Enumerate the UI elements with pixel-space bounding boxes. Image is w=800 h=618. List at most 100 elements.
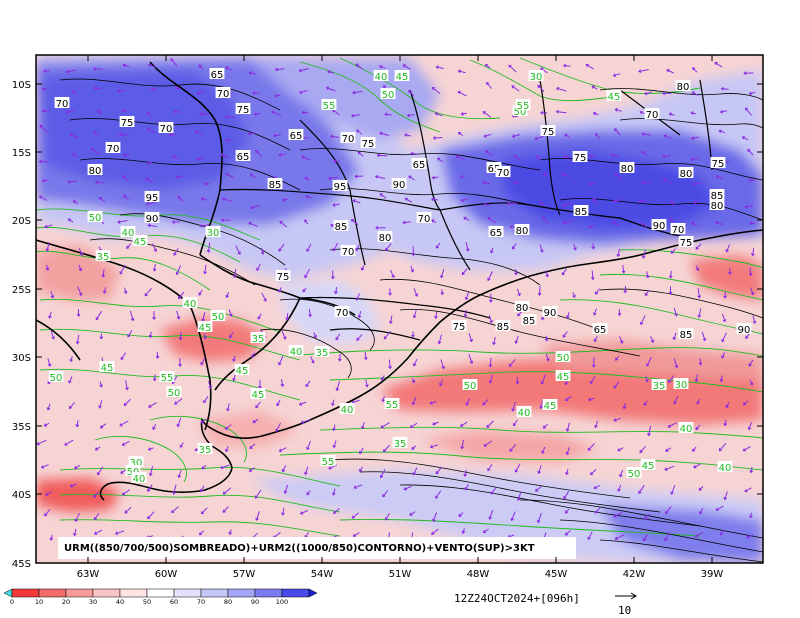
wind-vector: [412, 358, 418, 367]
wind-vector: [337, 353, 342, 362]
wind-vector: [389, 269, 395, 279]
wind-vector: [639, 445, 646, 454]
wind-vector: [460, 112, 467, 116]
wind-vector: [750, 287, 755, 296]
wind-vector: [694, 531, 704, 538]
wind-vector: [97, 466, 104, 476]
wind-vector: [361, 422, 365, 430]
wind-vector: [147, 511, 155, 520]
x-tick-label: 57W: [233, 569, 256, 580]
contour-label-bg: [339, 403, 355, 414]
wind-vector: [114, 530, 125, 535]
wind-vector: [488, 374, 493, 384]
wind-vector: [614, 108, 622, 112]
wind-vector: [748, 359, 754, 367]
wind-vector: [352, 532, 360, 537]
wind-vector: [48, 311, 52, 319]
wind-vector: [406, 113, 415, 118]
contour-label-bg: [87, 164, 103, 175]
wind-vector: [402, 220, 411, 225]
wind-vector: [375, 226, 386, 230]
contour-label-bg: [105, 142, 121, 153]
contour-label-bg: [626, 467, 642, 478]
green-contour-label: 50: [464, 381, 477, 392]
contour-label-bg: [267, 178, 283, 189]
wind-vector: [663, 134, 672, 139]
colorbar-swatch: [227, 588, 256, 598]
green-contour-label: 40: [122, 228, 135, 239]
colorbar-swatch: [119, 588, 148, 598]
black-contour-label: 80: [621, 164, 634, 175]
wind-vector: [102, 287, 107, 294]
contour-label-bg: [159, 371, 175, 382]
black-contours: [59, 78, 763, 563]
wind-vector: [36, 439, 47, 446]
colorbar-high-arrow: [308, 588, 318, 598]
wind-vector: [73, 464, 81, 470]
wind-vector: [665, 447, 672, 452]
wind-vector: [388, 359, 392, 370]
black-contour-label: 80: [379, 233, 392, 244]
state-borders: [219, 79, 713, 341]
contour-label-bg: [675, 80, 691, 91]
wind-vector: [354, 174, 364, 179]
x-tick-labels: 63W 60W 57W 54W 51W 48W 45W 42W 39W: [77, 569, 724, 580]
wind-vector: [174, 398, 183, 405]
wind-vector: [468, 333, 473, 343]
wind-vector: [718, 442, 727, 452]
black-contour-label: 65: [490, 228, 503, 239]
colorbar-swatch: [146, 588, 175, 598]
contour-label-bg: [209, 68, 225, 79]
contour-label-bg: [606, 90, 622, 101]
wind-vector: [174, 86, 182, 90]
wind-vector: [536, 155, 541, 161]
contour-label-bg: [158, 122, 174, 133]
wind-vector: [232, 374, 236, 382]
wind-vector: [120, 469, 127, 474]
wind-vector: [173, 248, 179, 256]
wind-vector: [508, 359, 516, 367]
wind-vector: [123, 287, 128, 295]
wind-vector: [429, 444, 439, 449]
wind-vector: [572, 292, 576, 298]
wind-vector: [511, 401, 516, 412]
wind-vector: [545, 270, 549, 278]
wind-vector: [335, 333, 341, 341]
wind-vector: [746, 534, 754, 539]
wind-vector: [280, 379, 285, 388]
contour-label-bg: [166, 386, 182, 397]
black-contour-label: 90: [544, 308, 557, 319]
wind-vector: [44, 509, 51, 517]
wind-vector: [510, 511, 516, 522]
wind-vector: [385, 243, 392, 251]
wind-vector: [148, 402, 157, 408]
wind-vector: [248, 221, 259, 228]
wind-vector: [645, 271, 650, 279]
wind-vector: [403, 485, 412, 491]
wind-vector: [146, 201, 156, 206]
wind-vector: [39, 124, 48, 133]
wind-vector: [224, 424, 232, 430]
wind-vector: [457, 69, 466, 74]
black-contour-label: 95: [146, 193, 159, 204]
wind-vector: [350, 219, 359, 225]
wind-vector: [561, 172, 570, 178]
wind-vector: [457, 90, 467, 97]
y-tick-label: 30S: [12, 353, 31, 364]
wind-vector: [350, 113, 361, 118]
wind-vector: [146, 111, 152, 117]
wind-vector: [742, 400, 749, 406]
wind-vector: [487, 217, 497, 224]
wind-vector: [383, 330, 391, 340]
wind-vector: [719, 375, 724, 383]
wind-vector: [440, 289, 445, 296]
wind-vector: [359, 466, 363, 473]
wind-vector: [408, 90, 415, 97]
map-caption: URM((850/700/500)SOMBREADO)+URM2((1000/8…: [64, 543, 535, 554]
wind-vector: [45, 241, 50, 252]
wind-vector: [670, 200, 675, 206]
wind-vector: [646, 356, 652, 367]
wind-vector: [611, 220, 620, 227]
y-tick-label: 25S: [12, 285, 31, 296]
